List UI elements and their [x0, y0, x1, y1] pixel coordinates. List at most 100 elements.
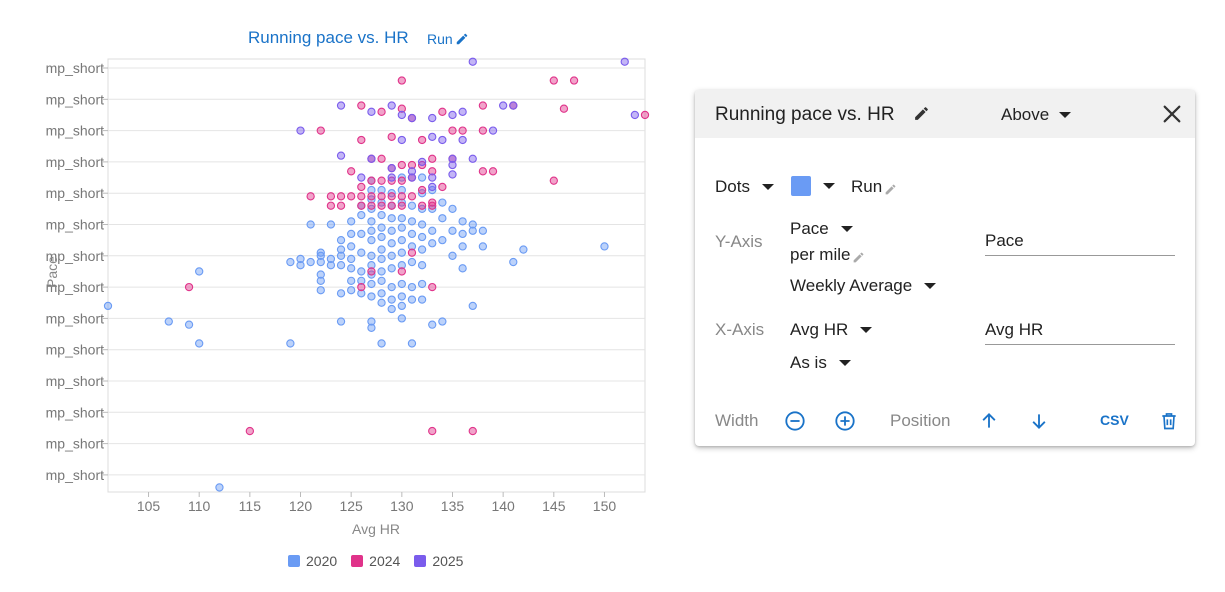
data-point-2024[interactable] [336, 192, 346, 201]
data-point-2020[interactable] [195, 267, 204, 276]
data-point-2024[interactable] [367, 192, 376, 201]
data-point-2020[interactable] [347, 276, 356, 285]
data-point-2020[interactable] [357, 229, 366, 239]
data-point-2020[interactable] [336, 251, 346, 260]
data-point-2020[interactable] [367, 279, 376, 289]
data-point-2020[interactable] [367, 251, 376, 260]
data-point-2020[interactable] [458, 242, 467, 251]
data-point-2024[interactable] [387, 132, 396, 142]
data-point-2020[interactable] [417, 220, 427, 229]
data-point-2020[interactable] [316, 257, 325, 267]
data-point-2024[interactable] [559, 104, 569, 113]
data-point-2024[interactable] [478, 101, 488, 110]
data-point-2020[interactable] [326, 220, 336, 229]
data-point-2020[interactable] [367, 317, 376, 326]
data-point-2024[interactable] [428, 167, 437, 176]
data-point-2020[interactable] [407, 201, 417, 210]
data-point-2020[interactable] [336, 289, 346, 298]
data-point-2024[interactable] [417, 135, 427, 145]
data-point-2024[interactable] [367, 176, 376, 185]
data-point-2020[interactable] [336, 317, 346, 326]
data-point-2020[interactable] [326, 261, 336, 270]
data-point-2025[interactable] [336, 151, 346, 160]
data-point-2025[interactable] [387, 173, 396, 182]
legend-item-2025[interactable]: 2025 [414, 553, 463, 569]
data-point-2020[interactable] [448, 251, 457, 260]
data-point-2020[interactable] [397, 279, 406, 289]
data-point-2020[interactable] [397, 223, 406, 232]
data-point-2020[interactable] [387, 226, 396, 235]
data-point-2025[interactable] [407, 167, 417, 176]
data-point-2024[interactable] [357, 101, 366, 110]
legend-item-2020[interactable]: 2020 [288, 553, 337, 569]
data-point-2024[interactable] [306, 192, 315, 201]
data-point-2020[interactable] [296, 261, 305, 270]
data-point-2020[interactable] [468, 220, 477, 229]
data-point-2020[interactable] [377, 185, 386, 195]
data-point-2024[interactable] [468, 426, 477, 436]
data-point-2025[interactable] [458, 107, 467, 116]
data-point-2020[interactable] [306, 257, 315, 267]
data-point-2025[interactable] [397, 110, 406, 120]
data-point-2020[interactable] [316, 276, 325, 285]
data-point-2020[interactable] [316, 286, 325, 295]
data-point-2020[interactable] [377, 232, 386, 242]
data-point-2020[interactable] [357, 289, 366, 298]
data-point-2024[interactable] [478, 167, 488, 176]
data-point-2024[interactable] [377, 201, 386, 210]
data-point-2024[interactable] [640, 110, 650, 120]
series-color-dropdown[interactable] [791, 176, 835, 196]
data-point-2020[interactable] [428, 226, 437, 235]
data-point-2020[interactable] [336, 235, 346, 245]
y-aggregation-dropdown[interactable]: Weekly Average [790, 276, 937, 296]
data-point-2020[interactable] [347, 264, 356, 273]
y-axis-title-input[interactable] [985, 231, 1175, 256]
x-aggregation-dropdown[interactable]: As is [790, 353, 851, 373]
data-point-2020[interactable] [336, 261, 346, 270]
data-point-2024[interactable] [397, 76, 406, 85]
data-point-2024[interactable] [377, 107, 386, 116]
data-point-2020[interactable] [316, 251, 325, 260]
data-point-2024[interactable] [438, 182, 447, 192]
data-point-2024[interactable] [245, 426, 254, 436]
data-point-2024[interactable] [357, 201, 366, 210]
data-point-2024[interactable] [367, 267, 376, 276]
data-point-2020[interactable] [103, 301, 113, 311]
data-point-2024[interactable] [458, 126, 467, 135]
data-point-2025[interactable] [387, 101, 396, 110]
data-point-2025[interactable] [448, 170, 457, 179]
data-point-2020[interactable] [417, 279, 427, 289]
data-point-2020[interactable] [417, 173, 427, 182]
data-point-2024[interactable] [316, 126, 325, 135]
data-point-2020[interactable] [438, 235, 447, 245]
decrease-width-button[interactable] [784, 410, 806, 437]
data-point-2020[interactable] [367, 235, 376, 245]
data-point-2020[interactable] [357, 210, 366, 220]
move-up-button[interactable] [979, 410, 999, 437]
data-point-2024[interactable] [397, 104, 406, 113]
data-point-2024[interactable] [326, 201, 336, 210]
y-metric-dropdown[interactable]: Pace [790, 219, 853, 239]
data-point-2025[interactable] [620, 57, 629, 66]
data-point-2020[interactable] [417, 245, 427, 254]
chart-position-dropdown[interactable]: Above [1001, 105, 1072, 125]
data-point-2024[interactable] [326, 192, 336, 201]
data-point-2024[interactable] [397, 160, 406, 170]
data-point-2024[interactable] [428, 282, 437, 292]
data-point-2020[interactable] [397, 214, 406, 223]
data-point-2024[interactable] [377, 192, 386, 201]
data-point-2024[interactable] [357, 135, 366, 145]
data-point-2020[interactable] [458, 264, 467, 273]
data-point-2020[interactable] [347, 217, 356, 226]
data-point-2020[interactable] [377, 245, 386, 254]
delete-button[interactable] [1159, 410, 1179, 437]
data-point-2020[interactable] [377, 339, 386, 348]
data-point-2020[interactable] [509, 257, 518, 267]
data-point-2020[interactable] [377, 289, 386, 298]
x-metric-dropdown[interactable]: Avg HR [790, 320, 873, 340]
data-point-2024[interactable] [417, 185, 427, 195]
data-point-2020[interactable] [377, 210, 386, 220]
y-unit-edit[interactable]: per mile [790, 245, 865, 265]
data-point-2020[interactable] [407, 339, 417, 348]
data-point-2020[interactable] [397, 292, 406, 301]
